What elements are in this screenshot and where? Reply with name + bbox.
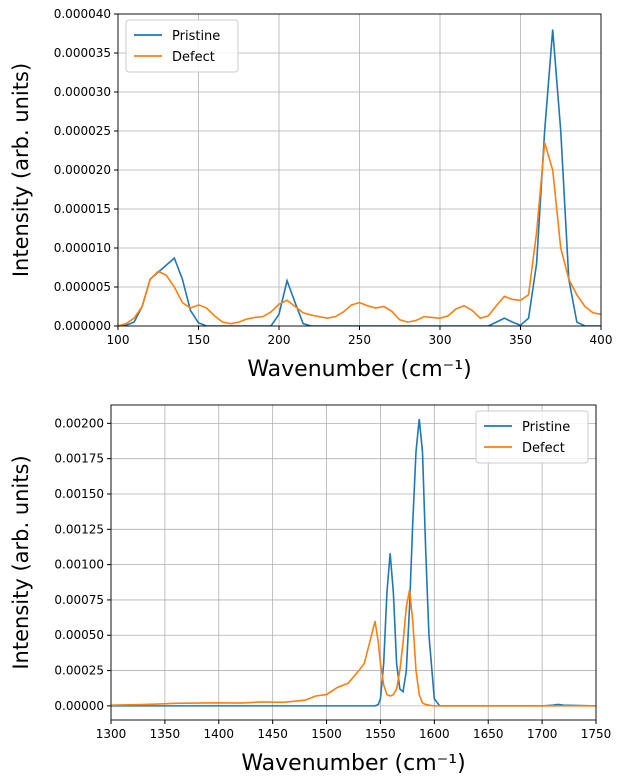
series-line: [118, 142, 601, 326]
x-axis-label: Wavenumber (cm⁻¹): [241, 751, 465, 776]
series-line: [111, 589, 596, 707]
y-tick-label: 0.000010: [54, 241, 111, 255]
y-tick-label: 0.00200: [54, 416, 104, 430]
y-axis-label: Intensity (arb. units): [9, 63, 33, 277]
x-tick-label: 150: [187, 333, 210, 347]
y-tick-label: 0.000020: [54, 163, 111, 177]
axes-frame: [117, 13, 602, 327]
x-tick-label: 1650: [473, 727, 504, 741]
x-tick-label: 1700: [527, 727, 558, 741]
x-tick-label: 1550: [365, 727, 396, 741]
x-tick-label: 1400: [204, 727, 235, 741]
y-tick-label: 0.000015: [54, 202, 111, 216]
x-axis-label: Wavenumber (cm⁻¹): [247, 357, 471, 382]
series-line: [118, 29, 601, 326]
x-tick-label: 250: [348, 333, 371, 347]
y-tick-label: 0.00000: [54, 699, 104, 713]
y-tick-label: 0.00150: [54, 487, 104, 501]
x-tick-label: 400: [590, 333, 613, 347]
x-tick-label: 300: [429, 333, 452, 347]
y-tick-label: 0.00175: [54, 452, 104, 466]
y-tick-label: 0.000000: [54, 319, 111, 333]
y-tick-label: 0.000040: [54, 7, 111, 21]
y-tick-label: 0.000035: [54, 46, 111, 60]
axes-frame: [110, 404, 597, 721]
x-tick-label: 200: [268, 333, 291, 347]
legend-label: Defect: [522, 441, 565, 456]
x-tick-label: 1350: [150, 727, 181, 741]
x-tick-label: 1450: [257, 727, 288, 741]
y-axis-label: Intensity (arb. units): [9, 455, 33, 669]
y-tick-label: 0.00075: [54, 593, 104, 607]
legend-box: [125, 19, 239, 73]
x-tick-label: 100: [107, 333, 130, 347]
x-tick-label: 1300: [96, 727, 127, 741]
legend-label: Pristine: [522, 420, 570, 435]
y-tick-label: 0.00100: [54, 558, 104, 572]
y-tick-label: 0.00125: [54, 522, 104, 536]
x-tick-label: 350: [509, 333, 532, 347]
x-tick-label: 1750: [581, 727, 612, 741]
y-tick-label: 0.000025: [54, 124, 111, 138]
legend-label: Defect: [172, 50, 215, 65]
x-tick-label: 1500: [311, 727, 342, 741]
y-tick-label: 0.00025: [54, 664, 104, 678]
y-tick-label: 0.00050: [54, 628, 104, 642]
y-tick-label: 0.000030: [54, 85, 111, 99]
x-tick-label: 1600: [419, 727, 450, 741]
y-tick-label: 0.000005: [54, 280, 111, 294]
legend-box: [475, 410, 589, 464]
legend-label: Pristine: [172, 29, 220, 44]
